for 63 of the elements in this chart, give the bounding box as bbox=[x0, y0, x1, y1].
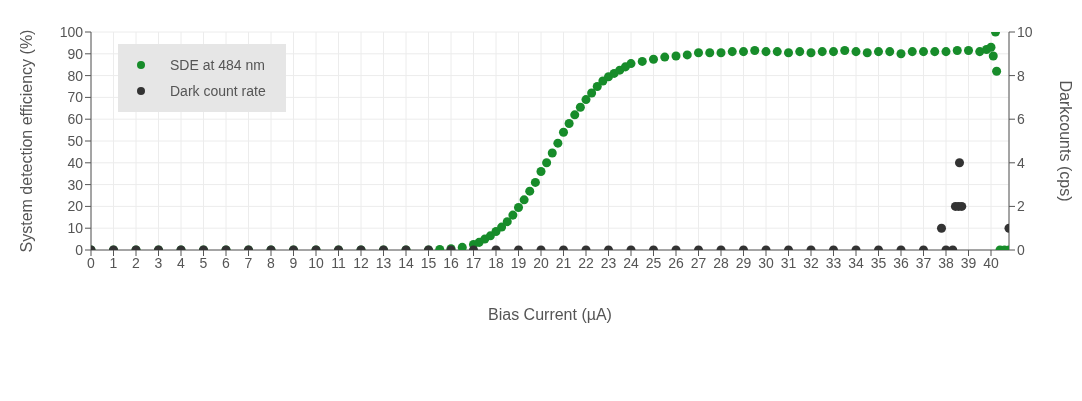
x-axis-title: Bias Current (µA) bbox=[488, 306, 612, 323]
x-tick-label: 28 bbox=[713, 254, 729, 271]
x-tick-label: 4 bbox=[177, 254, 186, 271]
x-tick-label: 17 bbox=[465, 254, 482, 271]
y-tick-label: 100 bbox=[59, 23, 84, 40]
y-tick-label: 60 bbox=[67, 111, 84, 128]
x-tick-label: 39 bbox=[960, 254, 977, 271]
x-tick-label: 36 bbox=[893, 254, 909, 271]
x-tick-label: 33 bbox=[825, 254, 842, 271]
y2-tick-label: 6 bbox=[1017, 111, 1025, 128]
x-tick-label: 13 bbox=[375, 254, 392, 271]
y2-axis-title: Darkcounts (cps) bbox=[1057, 80, 1075, 202]
x-tick-label: 25 bbox=[645, 254, 662, 271]
x-tick-label: 23 bbox=[600, 254, 617, 271]
x-tick-label: 1 bbox=[109, 254, 118, 271]
x-tick-label: 22 bbox=[578, 254, 594, 271]
y-tick-label: 10 bbox=[67, 220, 84, 237]
x-tick-label: 2 bbox=[132, 254, 141, 271]
x-tick-label: 30 bbox=[758, 254, 774, 271]
x-tick-label: 29 bbox=[735, 254, 752, 271]
legend-label: Dark count rate bbox=[170, 82, 266, 101]
x-tick-label: 34 bbox=[848, 254, 864, 271]
y-tick-label: 80 bbox=[67, 67, 84, 84]
x-tick-label: 0 bbox=[87, 254, 96, 271]
y2-tick-label: 2 bbox=[1017, 198, 1025, 215]
legend-label: SDE at 484 nm bbox=[170, 56, 265, 75]
x-tick-label: 32 bbox=[803, 254, 819, 271]
x-tick-label: 20 bbox=[533, 254, 549, 271]
y-tick-label: 0 bbox=[75, 241, 84, 258]
x-tick-label: 10 bbox=[308, 254, 324, 271]
x-tick-label: 31 bbox=[780, 254, 797, 271]
x-tick-label: 16 bbox=[443, 254, 459, 271]
x-tick-label: 15 bbox=[420, 254, 437, 271]
x-tick-label: 35 bbox=[870, 254, 887, 271]
y-tick-label: 30 bbox=[67, 176, 84, 193]
x-tick-label: 3 bbox=[154, 254, 163, 271]
x-tick-label: 14 bbox=[398, 254, 414, 271]
x-tick-label: 26 bbox=[668, 254, 684, 271]
x-tick-label: 21 bbox=[555, 254, 572, 271]
x-tick-label: 5 bbox=[199, 254, 208, 271]
x-tick-label: 40 bbox=[983, 254, 999, 271]
y-tick-label: 90 bbox=[67, 45, 84, 62]
x-tick-label: 18 bbox=[488, 254, 504, 271]
x-tick-label: 38 bbox=[938, 254, 954, 271]
x-tick-label: 6 bbox=[222, 254, 231, 271]
y2-tick-label: 4 bbox=[1017, 154, 1025, 171]
y-tick-label: 50 bbox=[67, 132, 84, 149]
x-tick-label: 9 bbox=[289, 254, 298, 271]
x-tick-label: 24 bbox=[623, 254, 639, 271]
y2-tick-label: 10 bbox=[1017, 23, 1033, 40]
x-tick-label: 37 bbox=[915, 254, 932, 271]
y2-tick-label: 0 bbox=[1017, 241, 1025, 258]
y2-tick-label: 8 bbox=[1017, 67, 1025, 84]
y-tick-label: 20 bbox=[67, 198, 84, 215]
x-tick-label: 27 bbox=[690, 254, 707, 271]
y-tick-label: 40 bbox=[67, 154, 84, 171]
x-tick-label: 7 bbox=[244, 254, 253, 271]
x-tick-label: 11 bbox=[331, 254, 346, 271]
x-tick-label: 8 bbox=[267, 254, 276, 271]
x-tick-label: 19 bbox=[510, 254, 527, 271]
x-tick-label: 12 bbox=[353, 254, 369, 271]
y-tick-label: 70 bbox=[67, 89, 84, 106]
y-axis-title: System detection efficiency (%) bbox=[17, 29, 35, 253]
